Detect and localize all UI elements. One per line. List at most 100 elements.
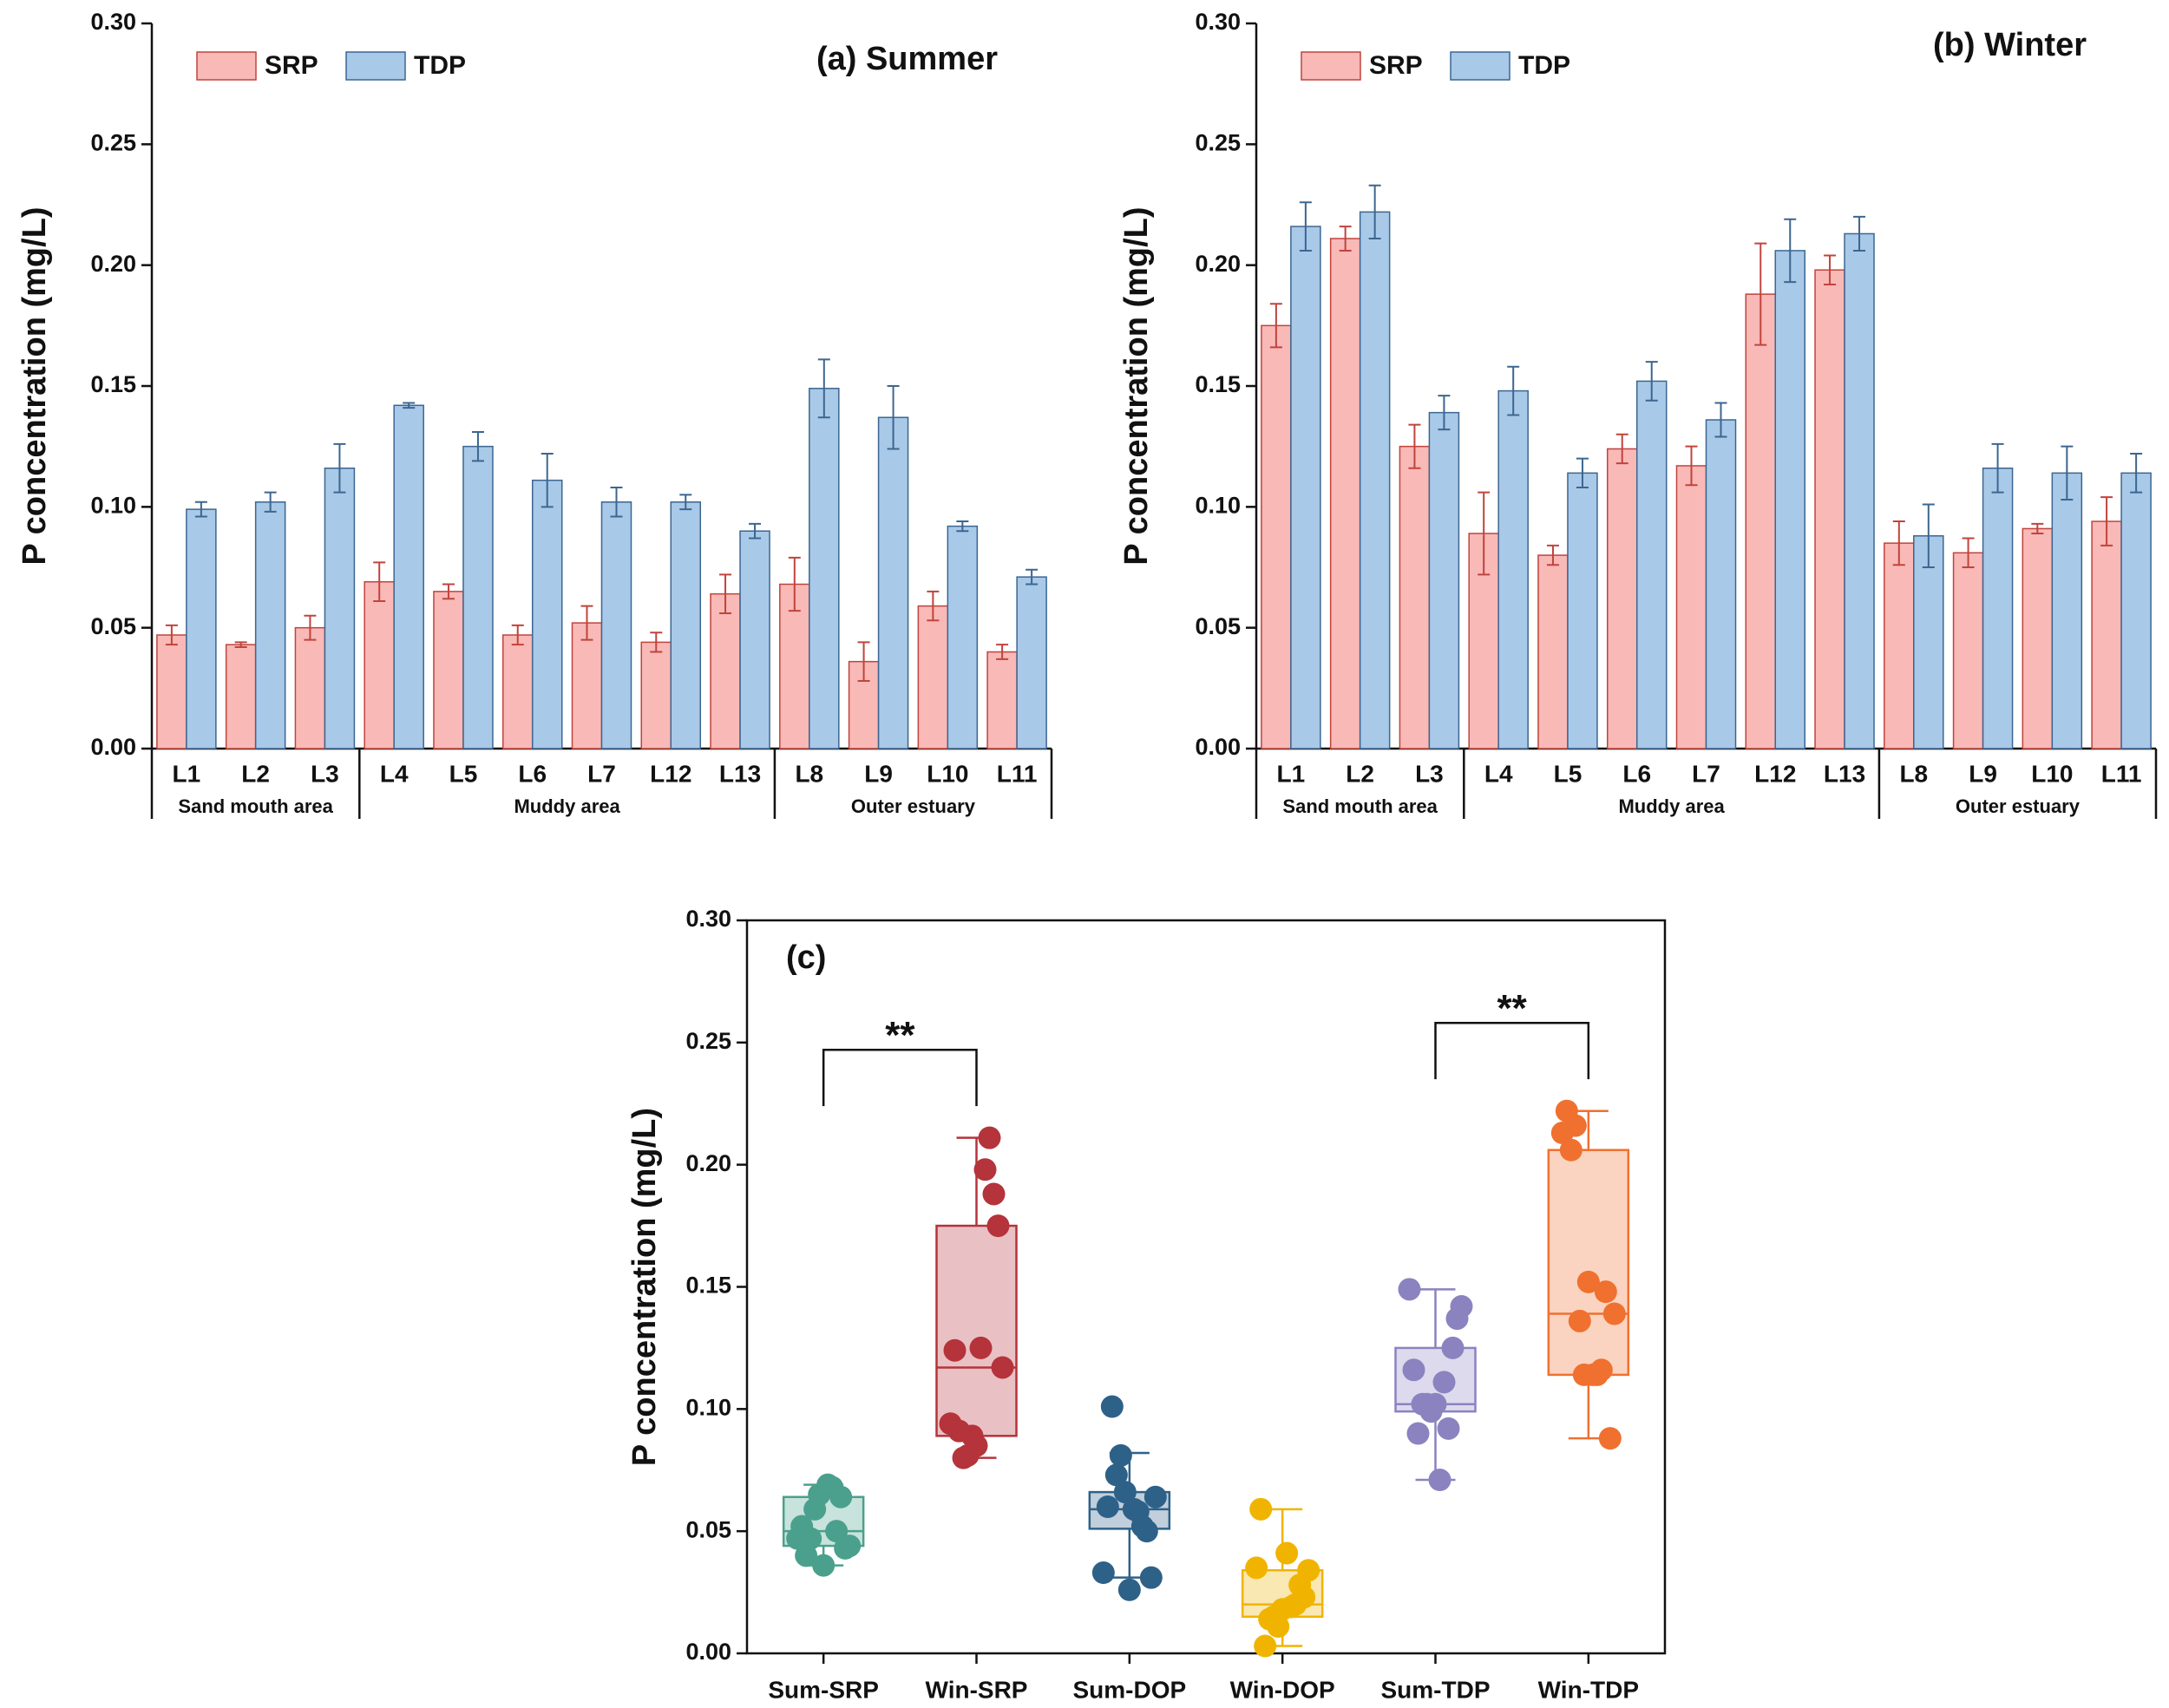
error-bar [1269,303,1282,349]
data-point [1104,1463,1128,1487]
data-point [1559,1138,1583,1162]
x-tick-label: L11 [997,760,1038,787]
error-bar [471,430,484,462]
data-point [812,1554,835,1577]
y-axis-label: P concentration (mg/L) [626,1108,663,1466]
data-point [1550,1122,1574,1145]
x-tick-label: L4 [1484,760,1513,787]
data-point [1245,1556,1268,1580]
bar [1705,419,1737,749]
error-bar [373,561,386,603]
significance-bracket [822,1049,978,1107]
legend-label: SRP [265,51,318,80]
error-bar [887,385,900,450]
x-tick-label: Sum-DOP [1072,1676,1186,1703]
error-bar [1892,520,1905,566]
y-tick-label: 0.10 [90,492,136,518]
data-point [986,1214,1010,1238]
bar [156,634,187,749]
bar [1675,465,1707,749]
error-bar [817,358,830,419]
x-tick-label: L6 [518,760,547,787]
data-point [1441,1336,1465,1359]
group-label: Sand mouth area [178,795,333,817]
error-bar [1922,503,1935,568]
error-bar [1368,184,1381,240]
data-point [1249,1497,1273,1521]
bar [2091,520,2122,749]
x-tick-label: L7 [587,760,616,787]
data-point [795,1544,818,1567]
data-point [943,1338,967,1362]
x-tick-label: Win-DOP [1230,1676,1335,1703]
x-tick-label: L7 [1692,760,1720,787]
group-label: Sand mouth area [1282,795,1438,817]
data-point [982,1182,1006,1206]
error-bar [996,644,1009,660]
bar [1635,380,1668,749]
error-bar [1824,254,1837,285]
data-point [1143,1485,1167,1508]
error-bar [2100,496,2113,546]
y-tick-label: 0.10 [685,1394,731,1420]
x-tick-label: L12 [650,760,691,787]
x-tick-label: L13 [719,760,761,787]
legend-label: TDP [1518,51,1570,80]
x-tick-label: Sum-TDP [1381,1676,1491,1703]
error-bar [1026,568,1039,586]
error-bar [857,641,870,682]
y-tick-label: 0.30 [1195,9,1241,35]
data-point [956,1443,980,1467]
bar [571,622,603,749]
bar [1982,467,2014,749]
x-tick-label: L8 [795,760,823,787]
data-point [939,1412,962,1436]
error-bar [511,624,524,646]
y-tick-label: 0.00 [90,734,136,760]
error-bar [1685,445,1698,487]
x-tick-label: Win-SRP [926,1676,1028,1703]
error-bar [749,522,762,540]
bar [877,416,909,749]
error-bar [610,487,623,518]
error-bar [2061,445,2074,501]
x-tick-label: L2 [241,760,270,787]
error-bar [1714,402,1727,438]
bar [947,525,979,749]
bar [670,501,702,749]
error-bar [333,442,346,494]
data-point [1126,1500,1150,1523]
data-point [1572,1363,1596,1386]
bar [1329,238,1361,749]
error-bar [1339,226,1352,252]
x-tick-label: L3 [311,760,339,787]
bar [393,404,424,749]
bar [1359,211,1391,749]
bar [531,479,563,749]
bar [1913,535,1944,749]
x-tick-label: L9 [1969,760,1997,787]
data-point [1568,1309,1591,1332]
error-bar [650,632,663,653]
y-tick-label: 0.20 [685,1150,731,1176]
data-point [1139,1566,1163,1589]
error-bar [234,641,247,648]
bar [254,501,286,749]
bar [1884,542,1915,749]
y-tick-label: 0.05 [685,1516,731,1542]
error-bar [1645,361,1658,402]
data-point [1254,1634,1277,1658]
data-point [825,1520,849,1543]
bar [1497,389,1529,749]
bar [2051,472,2083,749]
bar [1428,411,1460,749]
data-point [973,1158,997,1181]
bar [917,605,949,749]
error-bar [956,520,969,533]
data-point [1406,1422,1430,1445]
y-tick-label: 0.05 [90,613,136,639]
significance-label: ** [885,1014,915,1057]
error-bar [788,556,801,612]
x-tick-label: L3 [1415,760,1444,787]
